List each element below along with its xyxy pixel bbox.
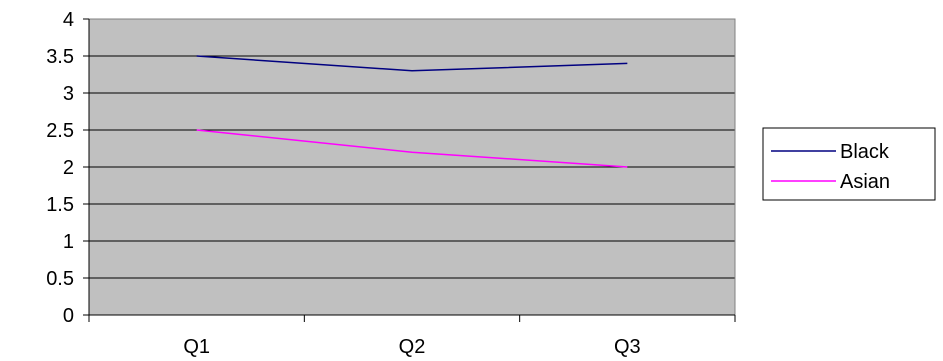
y-tick-label: 0.5 xyxy=(46,268,74,290)
x-tick-label: Q3 xyxy=(614,336,641,358)
legend-label: Asian xyxy=(840,171,890,193)
y-tick-label: 2 xyxy=(63,157,74,179)
legend-label: Black xyxy=(840,141,890,163)
series-line-asian xyxy=(196,129,628,168)
x-tick-label: Q1 xyxy=(183,336,210,358)
y-tick-label: 1.5 xyxy=(46,194,74,216)
y-tick-label: 4 xyxy=(63,9,74,31)
x-tick-label: Q2 xyxy=(399,336,426,358)
y-tick-label: 0 xyxy=(63,305,74,327)
series-lines xyxy=(196,55,628,168)
y-tick-label: 1 xyxy=(63,231,74,253)
y-tick-label: 2.5 xyxy=(46,120,74,142)
legend-box xyxy=(762,127,936,201)
series-line-black xyxy=(196,55,628,72)
y-tick-labels: 0 0.5 1 1.5 2 2.5 3 3.5 4 xyxy=(46,9,89,327)
x-tick-labels: Q1 Q2 Q3 xyxy=(183,336,640,358)
legend: Black Asian xyxy=(762,127,936,201)
y-tick-label: 3 xyxy=(63,83,74,105)
y-tick-label: 3.5 xyxy=(46,46,74,68)
